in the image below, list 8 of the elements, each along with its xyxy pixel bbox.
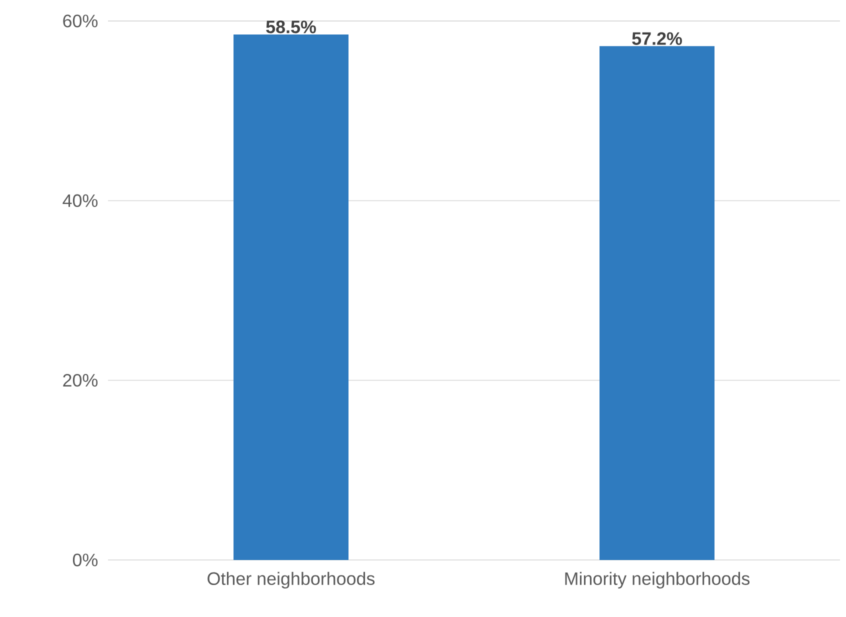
x-tick-label: Minority neighborhoods (565, 572, 750, 589)
y-tick-label: 0% (72, 554, 98, 566)
y-tick-label: 40% (62, 194, 98, 207)
y-tick-label: 60% (63, 14, 98, 28)
data-label: 57.2% (632, 32, 682, 45)
data-label: 58.5% (266, 20, 316, 34)
x-tick-label: Other neighborhoods (208, 572, 375, 589)
y-tick-label: 20% (63, 374, 98, 387)
